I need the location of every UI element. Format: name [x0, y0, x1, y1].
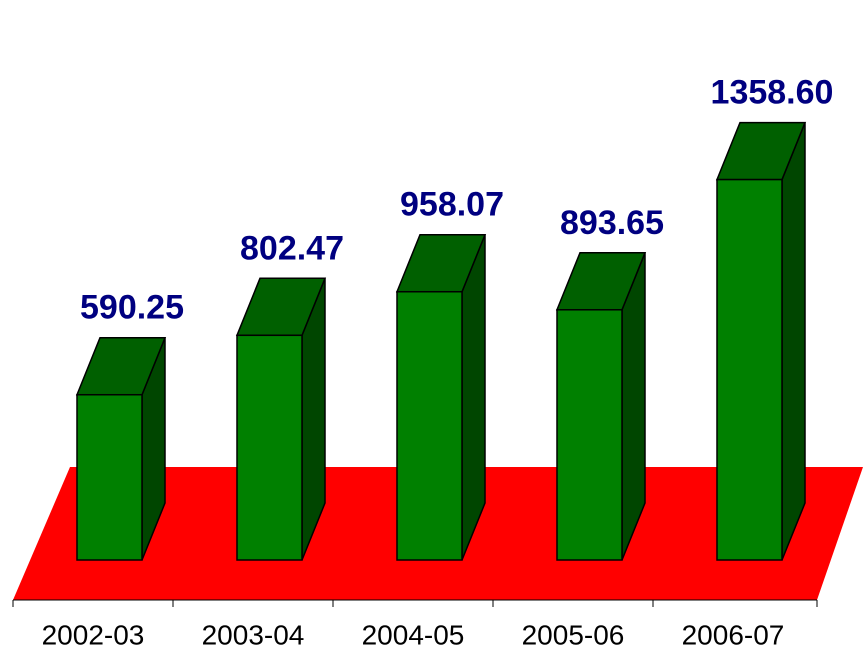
x-tick-label: 2004-05 [362, 619, 465, 650]
data-label: 802.47 [240, 229, 344, 267]
bar-side [781, 122, 806, 561]
x-tick-label: 2006-07 [682, 619, 785, 650]
x-tick-label: 2005-06 [522, 619, 625, 650]
data-label: 590.25 [80, 289, 184, 327]
data-label: 893.65 [560, 204, 664, 242]
bar [396, 290, 463, 561]
x-tick-label: 2003-04 [202, 619, 305, 650]
bar [76, 393, 143, 561]
bar [556, 309, 623, 561]
x-tick-label: 2002-03 [42, 619, 145, 650]
data-label: 1358.60 [711, 74, 834, 112]
bar [716, 178, 783, 561]
bar [236, 334, 303, 561]
data-label: 958.07 [400, 186, 504, 224]
